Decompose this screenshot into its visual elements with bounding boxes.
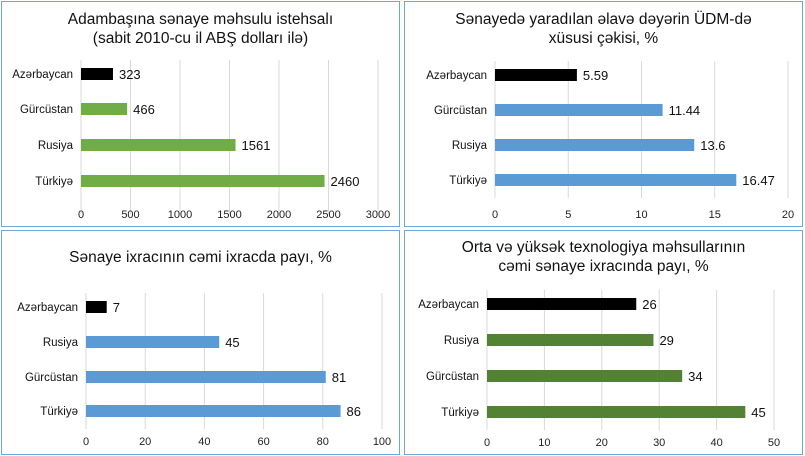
bar-chart-hightech-export-share: 0 10 20 30 40 50 Azərbaycan 26 Rusiya 29 Gürcüstan… (418, 290, 780, 449)
data-label: 45 (751, 405, 765, 420)
bar-chart-industrial-export-share: 0 20 40 60 80 100 Azərbaycan 7 Rusiya 45 Gürcüstan… (17, 293, 391, 448)
x-tick-label: 2000 (267, 209, 291, 221)
x-tick-label: 20 (782, 209, 794, 221)
chart-title: Sənaye ixracının cəmi ixracda payı, % (2, 248, 399, 267)
chart-title-line: (sabit 2010-cu il ABŞ dolları ilə) (92, 30, 309, 47)
bar-türkiyə (487, 406, 746, 418)
x-tick-label: 50 (768, 437, 780, 449)
data-label: 13.6 (700, 138, 725, 153)
x-tick-label: 20 (596, 437, 608, 449)
bar-gürcüstan (86, 371, 326, 383)
chart-title-line: xüsusi çəkisi, % (548, 30, 659, 47)
x-tick-label: 1000 (168, 209, 192, 221)
bar-türkiyə (86, 405, 341, 417)
data-label: 11.44 (669, 103, 701, 118)
chart-title-line: Adambaşına sənaye məhsulu istehsalı (67, 11, 334, 28)
chart-title-line: Orta və yüksək texnologiya məhsullarının (461, 239, 746, 256)
category-label: Türkiyə (40, 406, 78, 418)
data-label: 86 (347, 404, 361, 419)
x-tick-label: 100 (373, 436, 391, 448)
bar-chart-industrial-output: 0 500 1000 1500 2000 2500 3000 Azərbaycan 323 Gür… (12, 60, 390, 221)
chart-title: Sənayedə yaradılan əlavə dəyərin ÜDM-də … (405, 10, 802, 48)
data-label: 323 (119, 67, 141, 82)
x-tick-label: 40 (710, 437, 722, 449)
chart-panel-value-added-share: Sənayedə yaradılan əlavə dəyərin ÜDM-də … (404, 1, 803, 227)
x-tick-label: 1500 (217, 209, 241, 221)
data-label: 29 (659, 333, 673, 348)
x-tick-label: 0 (78, 209, 84, 221)
category-label: Gürcüstan (434, 105, 487, 117)
category-label: Gürcüstan (25, 372, 78, 384)
bar-azərbaycan (495, 69, 577, 81)
category-label: Türkiyə (441, 407, 479, 419)
x-tick-label: 60 (257, 436, 269, 448)
x-tick-label: 3000 (366, 209, 390, 221)
x-tick-label: 15 (709, 209, 721, 221)
data-label: 5.59 (583, 68, 608, 83)
x-tick-label: 500 (121, 209, 139, 221)
x-tick-label: 2500 (316, 209, 340, 221)
bar-rusiya (86, 336, 220, 348)
data-label: 45 (225, 335, 239, 350)
chart-title: Adambaşına sənaye məhsulu istehsalı (sab… (2, 10, 399, 48)
data-label: 81 (332, 370, 346, 385)
data-label: 1561 (242, 138, 271, 153)
chart-title-line: Sənayedə yaradılan əlavə dəyərin ÜDM-də (455, 11, 752, 28)
data-label: 34 (688, 369, 702, 384)
category-label: Azərbaycan (17, 302, 78, 314)
bar-azərbaycan (487, 298, 637, 310)
x-tick-label: 0 (484, 437, 490, 449)
bar-gürcüstan (495, 104, 663, 116)
x-tick-label: 80 (317, 436, 329, 448)
category-label: Rusiya (452, 140, 488, 152)
bar-türkiyə (81, 175, 325, 187)
bar-azərbaycan (86, 301, 107, 313)
chart-title: Orta və yüksək texnologiya məhsullarının… (405, 238, 802, 276)
category-label: Azərbaycan (12, 69, 73, 81)
chart-title-line: cəmi sənaye ixracında payı, % (498, 258, 709, 275)
chart-title-line: Sənaye ixracının cəmi ixracda payı, % (69, 249, 332, 266)
bar-gürcüstan (487, 370, 683, 382)
x-tick-label: 10 (538, 437, 550, 449)
bar-türkiyə (495, 174, 737, 186)
bar-gürcüstan (81, 103, 128, 115)
bar-rusiya (495, 139, 695, 151)
category-label: Gürcüstan (426, 371, 479, 383)
x-tick-label: 20 (139, 436, 151, 448)
category-label: Rusiya (43, 337, 79, 349)
category-label: Azərbaycan (418, 299, 479, 311)
category-label: Azərbaycan (426, 70, 487, 82)
x-tick-label: 30 (653, 437, 665, 449)
chart-panel-industrial-output: Adambaşına sənaye məhsulu istehsalı (sab… (1, 1, 400, 227)
chart-panel-hightech-export-share: Orta və yüksək texnologiya məhsullarının… (404, 230, 803, 455)
category-label: Türkiyə (35, 176, 73, 188)
data-label: 26 (642, 297, 656, 312)
bar-chart-value-added-share: 0 5 10 15 20 Azərbaycan 5.59 Gürcüstan 11.44 Rusi… (426, 61, 794, 221)
x-tick-label: 0 (492, 209, 498, 221)
bar-rusiya (81, 139, 236, 151)
x-tick-label: 5 (565, 209, 571, 221)
data-label: 466 (133, 102, 155, 117)
category-label: Rusiya (444, 335, 480, 347)
data-label: 7 (113, 300, 120, 315)
category-label: Rusiya (38, 140, 74, 152)
x-tick-label: 0 (83, 436, 89, 448)
chart-panel-industrial-export-share: Sənaye ixracının cəmi ixracda payı, % 0 2… (1, 230, 400, 455)
data-label: 16.47 (742, 173, 775, 188)
bar-azərbaycan (81, 68, 113, 80)
category-label: Gürcüstan (20, 104, 73, 116)
data-label: 2460 (331, 174, 360, 189)
bar-rusiya (487, 334, 654, 346)
x-tick-label: 10 (635, 209, 647, 221)
category-label: Türkiyə (449, 175, 487, 187)
x-tick-label: 40 (198, 436, 210, 448)
